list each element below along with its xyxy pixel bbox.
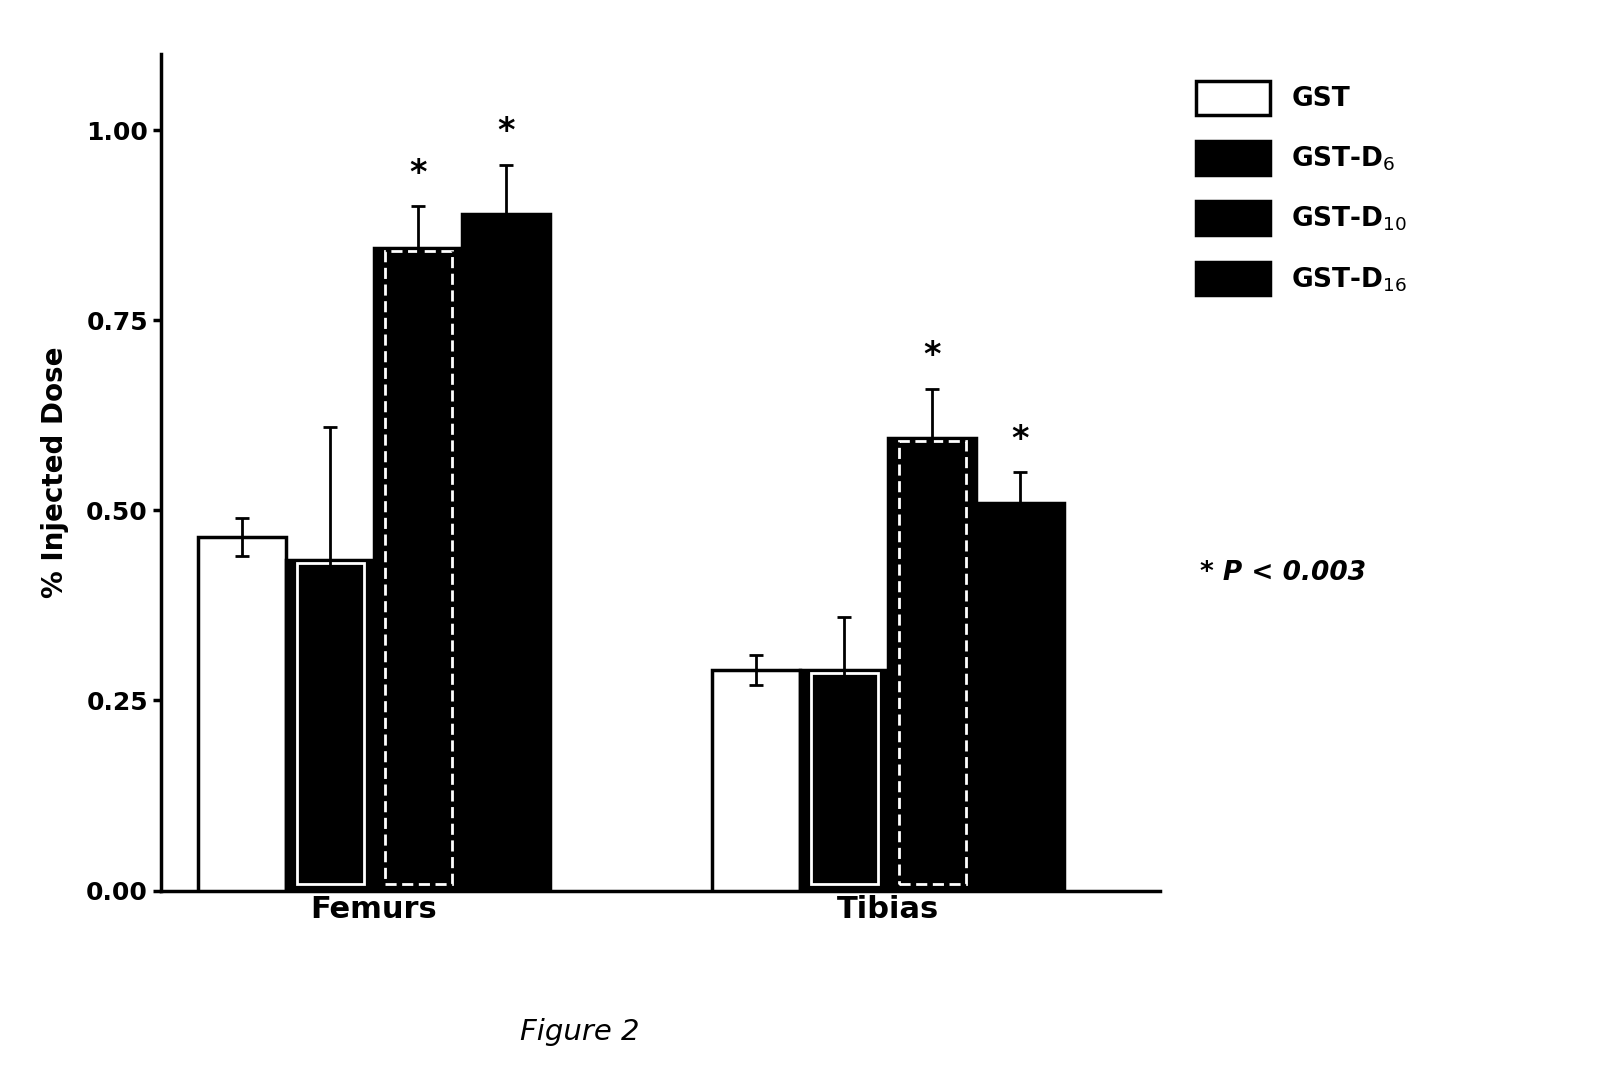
Bar <box>899 441 965 884</box>
Bar <box>712 670 801 891</box>
Text: *: * <box>923 339 941 372</box>
Text: * P < 0.003: * P < 0.003 <box>1200 559 1366 585</box>
Bar <box>385 251 451 884</box>
Legend: GST, GST-D$_6$, GST-D$_{10}$, GST-D$_{16}$: GST, GST-D$_6$, GST-D$_{10}$, GST-D$_{16… <box>1182 67 1421 308</box>
Text: *: * <box>1012 422 1029 456</box>
Bar <box>462 214 551 891</box>
Bar <box>296 563 364 884</box>
Text: *: * <box>409 156 427 190</box>
Bar <box>1199 147 1244 169</box>
Bar <box>1199 206 1244 230</box>
Bar <box>374 248 462 891</box>
Text: Figure 2: Figure 2 <box>520 1018 640 1046</box>
Bar <box>198 536 287 891</box>
Text: *: * <box>498 115 516 148</box>
Bar <box>888 438 976 891</box>
Bar <box>287 560 374 891</box>
Bar <box>976 503 1065 891</box>
Y-axis label: % Injected Dose: % Injected Dose <box>42 346 69 598</box>
Bar <box>810 673 878 884</box>
Bar <box>801 670 888 891</box>
